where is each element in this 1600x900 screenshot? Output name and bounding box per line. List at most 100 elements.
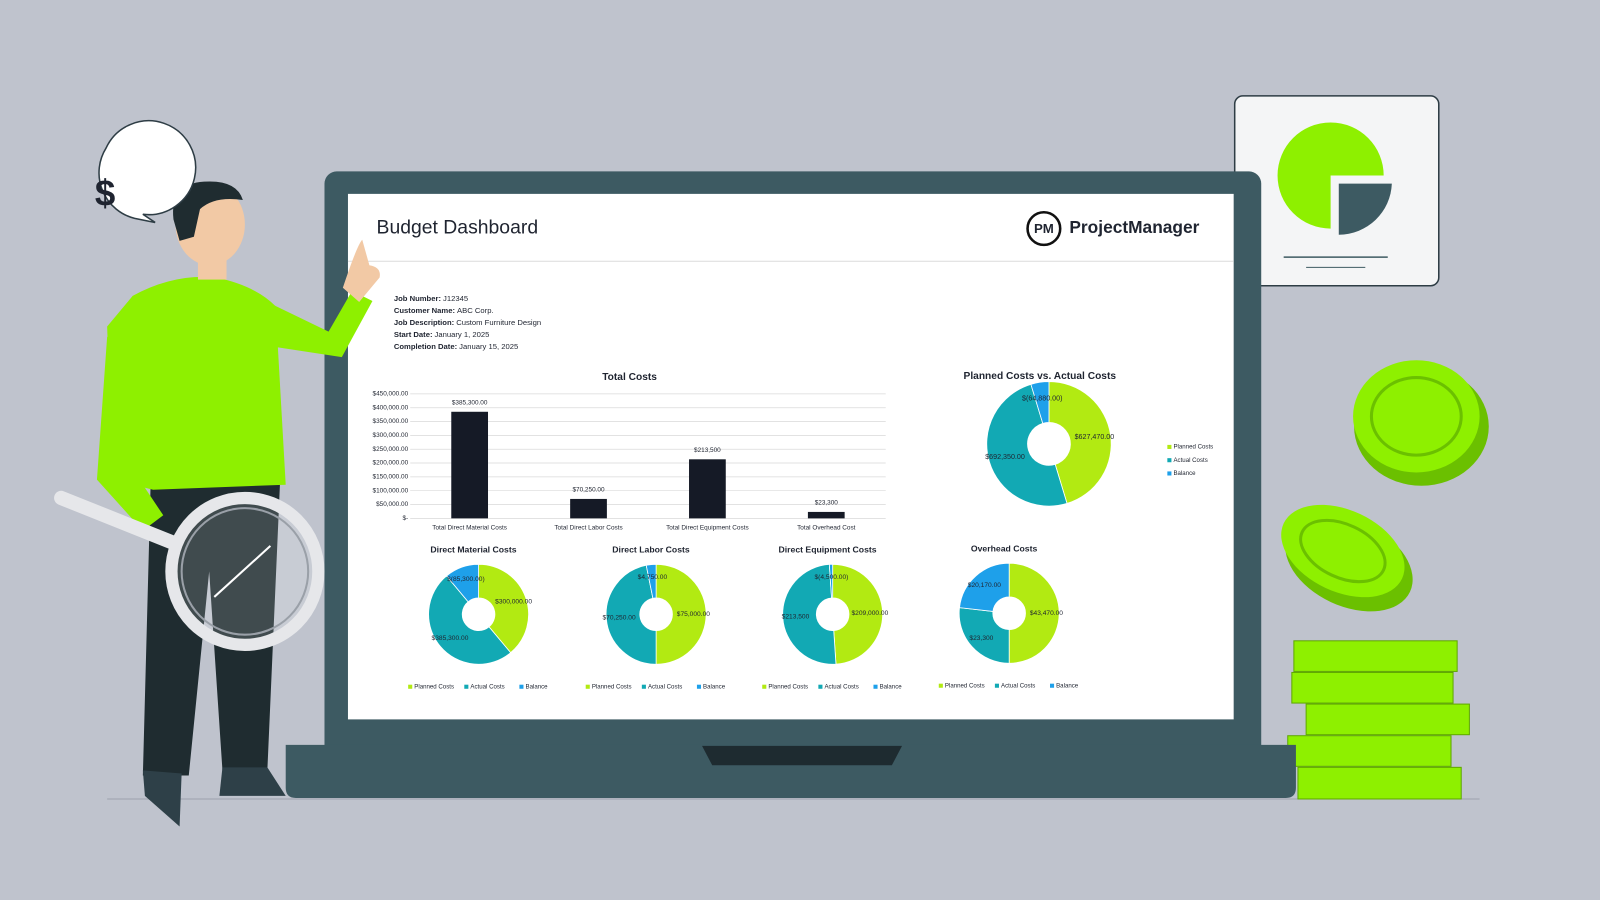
legend-swatch <box>696 684 702 689</box>
legend-swatch <box>1167 444 1172 449</box>
y-tick-label: $300,000.00 <box>373 432 409 439</box>
legend-swatch <box>464 684 469 689</box>
job-info-value: January 15, 2025 <box>459 342 518 351</box>
donut-slice <box>832 563 884 665</box>
data-label: $209,000.00 <box>851 610 888 617</box>
data-label: $43,470.00 <box>1030 610 1063 617</box>
legend-swatch <box>1167 458 1172 463</box>
bar <box>570 498 607 519</box>
job-info-label: Job Number: <box>394 294 441 303</box>
data-label: $23,300 <box>815 499 839 506</box>
job-info-line: Start Date: January 1, 2025 <box>394 330 489 339</box>
donut-slice <box>645 563 657 599</box>
legend-label: Balance <box>703 683 726 690</box>
data-label: $385,300.00 <box>452 399 488 406</box>
legend-swatch <box>1050 683 1055 688</box>
charts: Total Costs $- $50,000.00 $100,000.00 $150,0… <box>373 371 1214 690</box>
job-info-line: Customer Name: ABC Corp. <box>394 306 494 315</box>
legend-swatch <box>585 684 590 689</box>
legend-label: Actual Costs <box>1001 682 1035 689</box>
bar <box>689 459 726 519</box>
y-tick-label: $150,000.00 <box>373 474 409 481</box>
job-info-line: Job Number: J12345 <box>394 294 468 303</box>
brand-logo <box>1026 210 1062 247</box>
legend-swatch <box>818 684 823 689</box>
data-label: $70,250.00 <box>602 615 635 622</box>
donut-slice <box>958 607 1010 664</box>
data-label: $4,750.00 <box>638 574 668 581</box>
data-label: $300,000.00 <box>495 598 532 605</box>
legend-label: Balance <box>880 683 903 690</box>
data-label: $385,300.00 <box>432 635 469 642</box>
y-tick-label: $200,000.00 <box>373 460 409 467</box>
legend-swatch <box>519 684 524 689</box>
job-info-value: J12345 <box>443 294 468 303</box>
donut-slice <box>782 563 837 665</box>
chart-title: Direct Labor Costs <box>612 544 690 554</box>
job-info-line: Completion Date: January 15, 2025 <box>394 342 518 351</box>
data-label: $213,500 <box>782 614 810 621</box>
legend-label: Planned Costs <box>1173 444 1213 451</box>
chart-title: Direct Material Costs <box>430 544 516 554</box>
y-tick-label: $100,000.00 <box>373 487 409 494</box>
y-tick-label: $250,000.00 <box>373 446 409 453</box>
job-info-label: Job Description: <box>394 318 454 327</box>
legend-label: Actual Costs <box>1173 457 1207 464</box>
legend-swatch <box>762 684 767 689</box>
legend-swatch <box>938 683 943 688</box>
speech-bubble <box>98 120 197 224</box>
job-info-label: Customer Name: <box>394 306 455 315</box>
data-label: $627,470.00 <box>1075 433 1115 441</box>
chart-title: Total Costs <box>602 372 657 383</box>
donut-slice <box>655 563 707 665</box>
donut-slice <box>478 563 529 654</box>
chart-title: Direct Equipment Costs <box>778 544 876 554</box>
legend-label: Planned Costs <box>945 682 985 689</box>
legend-swatch <box>873 684 878 689</box>
legend-label: Planned Costs <box>414 683 454 690</box>
y-tick-label: $50,000.00 <box>376 501 408 508</box>
legend-swatch <box>1167 471 1172 476</box>
legend-swatch <box>641 684 646 689</box>
legend-label: Actual Costs <box>824 683 858 690</box>
bubble-text: $ <box>95 173 115 214</box>
donut-slice <box>828 563 834 599</box>
x-tick-label: Total Direct Equipment Costs <box>666 524 749 531</box>
data-label: $(4,500.00) <box>814 574 848 581</box>
data-label: $692,350.00 <box>985 453 1025 461</box>
x-tick-label: Total Direct Labor Costs <box>554 524 622 531</box>
coins <box>1281 360 1489 800</box>
legend-label: Planned Costs <box>592 683 632 690</box>
donut-slice <box>605 564 657 665</box>
job-info-value: Custom Furniture Design <box>456 318 541 327</box>
legend-label: Balance <box>1173 470 1196 477</box>
job-info-value: ABC Corp. <box>457 306 494 315</box>
legend-swatch <box>994 683 999 688</box>
laptop <box>285 171 1296 798</box>
dashboard-title: Budget Dashboard <box>377 217 539 239</box>
donut-slice <box>986 383 1068 507</box>
job-info-label: Start Date: <box>394 330 433 339</box>
job-info-line: Job Description: Custom Furniture Design <box>394 318 541 327</box>
data-label: $23,300 <box>969 635 993 642</box>
chart-title: Planned Costs vs. Actual Costs <box>964 371 1117 382</box>
data-label: $70,250.00 <box>572 486 604 493</box>
legend-label: Balance <box>526 683 549 690</box>
y-tick-label: $400,000.00 <box>373 404 409 411</box>
bar <box>451 411 489 519</box>
person <box>54 181 380 827</box>
chart-title: Overhead Costs <box>971 543 1038 553</box>
legend-label: Balance <box>1056 682 1079 689</box>
y-tick-label: $350,000.00 <box>373 418 409 425</box>
donut-slice <box>959 562 1010 612</box>
data-label: $20,170.00 <box>968 582 1001 589</box>
legend-label: Actual Costs <box>470 683 504 690</box>
legend-swatch <box>408 684 413 689</box>
data-label: $75,000.00 <box>677 611 710 618</box>
donut-slice <box>1008 562 1060 664</box>
x-tick-label: Total Direct Material Costs <box>432 524 507 531</box>
brand-logo-text: PM <box>1034 221 1054 236</box>
donut-slice <box>428 575 512 665</box>
brand-name: ProjectManager <box>1069 217 1199 237</box>
